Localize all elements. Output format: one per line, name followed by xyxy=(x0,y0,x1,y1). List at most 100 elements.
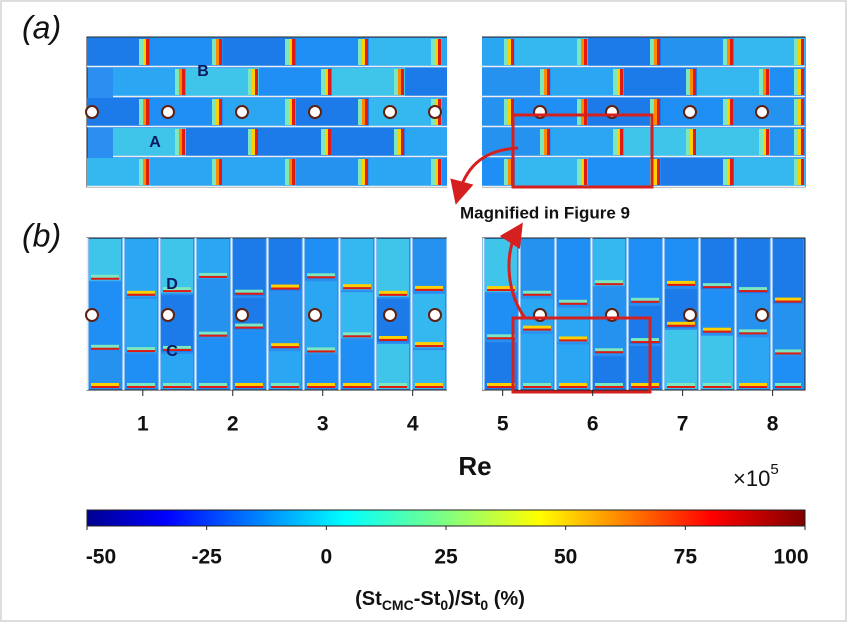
brick-edge xyxy=(219,39,222,65)
brick-edge xyxy=(508,159,511,185)
highlight-box xyxy=(511,113,654,189)
block xyxy=(269,292,301,350)
brick-edge xyxy=(285,39,290,65)
block xyxy=(377,239,409,297)
block-edge xyxy=(163,345,191,349)
brick-edge xyxy=(401,69,404,95)
brick-edge xyxy=(255,129,258,155)
brick-edge xyxy=(540,129,545,155)
block-edge xyxy=(559,302,587,305)
brick-edge xyxy=(321,129,326,155)
block-edge xyxy=(739,386,767,388)
brick-edge xyxy=(759,129,764,155)
block-edge xyxy=(307,350,335,353)
block-edge xyxy=(739,287,767,291)
block-edge xyxy=(667,280,695,284)
block-edge xyxy=(523,290,551,294)
brick xyxy=(661,98,734,126)
brick xyxy=(296,158,369,186)
block-edge xyxy=(667,324,695,327)
brick-edge xyxy=(544,129,547,155)
brick-edge xyxy=(690,129,693,155)
block-edge xyxy=(703,327,731,331)
block xyxy=(233,239,265,296)
brick xyxy=(150,38,223,66)
brick xyxy=(515,38,588,66)
brick-edge xyxy=(252,69,255,95)
block-edge xyxy=(199,383,227,386)
brick-edge xyxy=(798,129,801,155)
block-edge xyxy=(199,275,227,278)
block-edge xyxy=(163,383,191,386)
brick-edge xyxy=(143,99,146,125)
block xyxy=(233,331,265,389)
brick-edge xyxy=(219,99,222,125)
block-edge xyxy=(199,331,227,335)
brick-edge xyxy=(511,39,514,65)
brick-edge xyxy=(358,39,363,65)
brick-edge xyxy=(727,159,730,185)
block-edge xyxy=(379,383,407,386)
colorbar-tick-label: 25 xyxy=(434,546,458,569)
brick-edge xyxy=(285,159,290,185)
brick xyxy=(259,68,332,96)
brick-edge xyxy=(801,99,804,125)
brick-edge xyxy=(248,129,253,155)
brick-edge xyxy=(613,129,618,155)
block-edge xyxy=(127,350,155,353)
brick-edge xyxy=(723,39,728,65)
block xyxy=(305,239,337,280)
x-tick-label: 3 xyxy=(317,413,329,436)
block xyxy=(161,295,193,352)
brick-edge xyxy=(547,129,550,155)
block-edge xyxy=(307,273,335,277)
block-edge xyxy=(127,347,155,351)
block xyxy=(125,298,157,354)
brick-edge xyxy=(794,69,799,95)
block-edge xyxy=(703,283,731,287)
block-edge xyxy=(523,293,551,296)
hole xyxy=(308,308,322,322)
block-edge xyxy=(91,347,119,350)
block-edge xyxy=(91,386,119,388)
brick-edge xyxy=(435,159,438,185)
colorbar-label-part: 0 xyxy=(480,597,488,613)
block xyxy=(593,239,625,287)
brick-edge xyxy=(394,129,399,155)
block-edge xyxy=(91,274,119,278)
brick xyxy=(186,128,259,156)
x-tick-label: 8 xyxy=(767,413,779,436)
brick-edge xyxy=(438,159,441,185)
hole xyxy=(755,308,769,322)
brick-edge xyxy=(321,69,326,95)
block-edge xyxy=(595,386,623,388)
block xyxy=(737,239,769,294)
brick xyxy=(113,128,186,156)
hole xyxy=(235,105,249,119)
hole xyxy=(683,308,697,322)
brick-edge xyxy=(139,159,144,185)
brick xyxy=(588,38,661,66)
brick-edge xyxy=(143,159,146,185)
block-edge xyxy=(379,386,407,388)
hole xyxy=(308,105,322,119)
brick-edge xyxy=(690,69,693,95)
block xyxy=(341,340,373,389)
block-edge xyxy=(271,343,299,347)
brick-edge xyxy=(584,39,587,65)
brick-edge xyxy=(508,99,511,125)
block xyxy=(413,239,445,292)
brick-edge xyxy=(544,69,547,95)
brick-edge xyxy=(723,159,728,185)
region-label: C xyxy=(166,343,178,360)
brick-edge xyxy=(212,159,217,185)
block xyxy=(197,280,229,338)
block-edge xyxy=(739,329,767,333)
brick xyxy=(734,38,805,66)
block-edge xyxy=(163,287,191,291)
region-label: A xyxy=(149,134,161,151)
brick-edge xyxy=(763,69,766,95)
block-edge xyxy=(739,383,767,386)
